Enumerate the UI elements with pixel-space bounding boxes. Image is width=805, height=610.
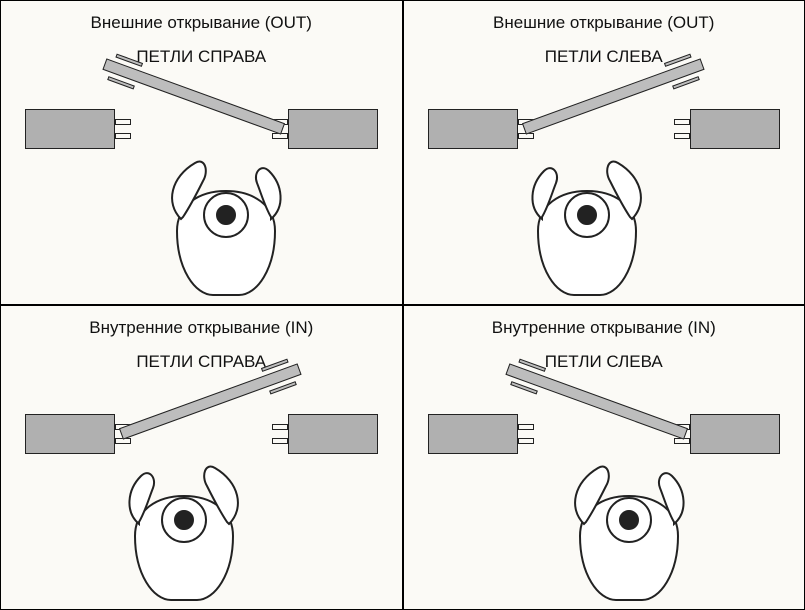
scene (404, 1, 805, 304)
scene (1, 306, 402, 609)
scene (404, 306, 805, 609)
wall-left (428, 109, 518, 149)
door (519, 53, 706, 141)
jamb (115, 133, 131, 139)
wall-left (25, 109, 115, 149)
wall-left (25, 414, 115, 454)
person-icon (161, 159, 291, 305)
person-icon (564, 464, 694, 610)
wall-right (690, 109, 780, 149)
jamb (115, 119, 131, 125)
diagram-grid: Внешние открывание (OUT) ПЕТЛИ СПРАВА (0, 0, 805, 610)
person-icon (522, 159, 652, 305)
jamb (518, 424, 534, 430)
jamb (272, 424, 288, 430)
wall-left (428, 414, 518, 454)
jamb (674, 119, 690, 125)
jamb (272, 438, 288, 444)
panel-out-left: Внешние открывание (OUT) ПЕТЛИ СЛЕВА (403, 0, 805, 305)
scene (1, 1, 402, 304)
jamb (518, 438, 534, 444)
wall-right (690, 414, 780, 454)
jamb (674, 133, 690, 139)
panel-in-right: Внутренние открывание (IN) ПЕТЛИ СПРАВА (0, 305, 403, 610)
door (117, 358, 304, 446)
panel-in-left: Внутренние открывание (IN) ПЕТЛИ СЛЕВА (403, 305, 805, 610)
door (503, 358, 690, 446)
wall-right (288, 414, 378, 454)
person-icon (119, 464, 249, 610)
wall-right (288, 109, 378, 149)
panel-out-right: Внешние открывание (OUT) ПЕТЛИ СПРАВА (0, 0, 403, 305)
door (100, 53, 287, 141)
